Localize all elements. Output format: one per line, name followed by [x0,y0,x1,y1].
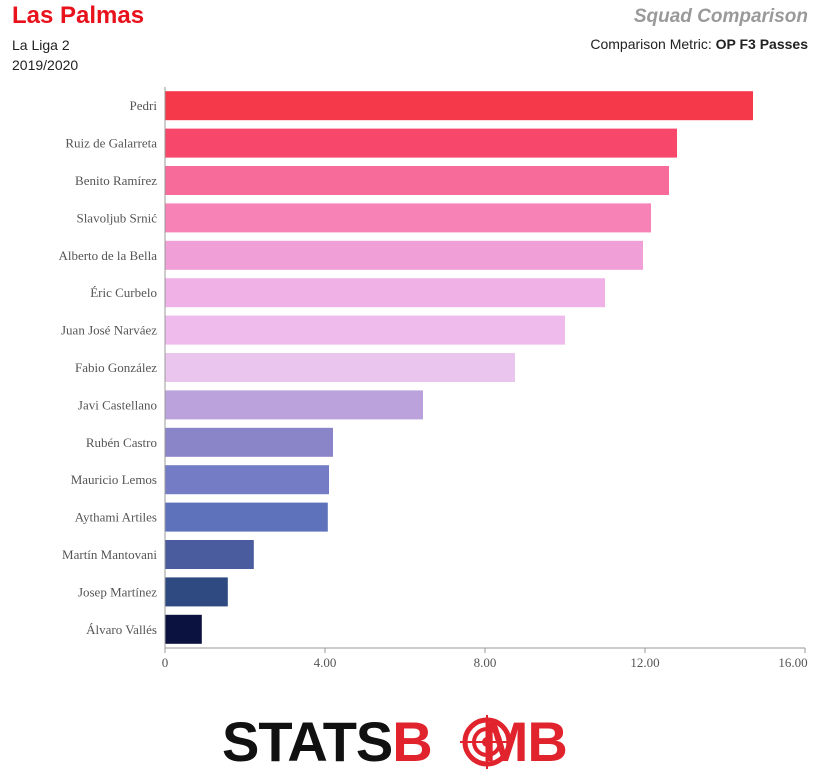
x-tick-label-1: 0 [162,655,169,670]
x-tick-label-3: 8.00 [474,655,497,670]
x-tick-label-5: 16.00 [778,655,807,670]
player-label-10: Rubén Castro [86,435,157,450]
player-label-14: Josep Martínez [78,584,157,599]
bar-7 [165,315,565,345]
logo-text-stats: STATS [222,710,392,773]
bar-4 [165,203,651,233]
bar-13 [165,540,254,569]
bar-3 [165,166,669,195]
bar-2 [165,128,677,158]
bar-1 [165,91,753,121]
league-label: La Liga 2 [12,37,70,53]
logo-text-b: B [392,710,431,773]
x-tick-label-2: 4.00 [314,655,337,670]
bar-5 [165,240,643,270]
metric-prefix: Comparison Metric: [590,36,716,52]
bar-8 [165,353,515,382]
player-label-7: Juan José Narváez [61,323,157,338]
season-label: 2019/2020 [12,57,79,73]
statsbomb-logo: STATSB MB [222,710,568,773]
player-label-12: Aythami Artiles [75,510,157,525]
bar-12 [165,502,328,532]
bar-11 [165,465,329,495]
bar-9 [165,390,423,420]
player-label-13: Martín Mantovani [62,547,157,562]
player-label-9: Javi Castellano [78,397,157,412]
player-label-6: Éric Curbelo [90,285,157,300]
player-label-4: Slavoljub Srnić [76,210,157,225]
bar-6 [165,278,605,308]
x-tick-label-4: 12.00 [630,655,659,670]
player-label-1: Pedri [130,98,158,113]
bars-group [165,91,753,644]
metric-value: OP F3 Passes [715,36,808,52]
team-title: Las Palmas [12,2,145,29]
section-title: Squad Comparison [633,6,808,27]
player-label-2: Ruiz de Galarreta [65,136,157,151]
logo-target-icon [460,715,514,769]
player-label-15: Álvaro Vallés [86,622,157,637]
player-label-8: Fabio González [75,360,157,375]
comparison-metric: Comparison Metric: OP F3 Passes [590,36,808,52]
bar-14 [165,577,228,607]
bar-15 [165,614,202,644]
bar-10 [165,427,333,457]
player-label-5: Alberto de la Bella [58,248,157,263]
bar-chart: Pedri Ruiz de Galarreta Benito Ramírez Slav… [58,87,808,670]
player-label-11: Mauricio Lemos [71,472,157,487]
player-label-3: Benito Ramírez [75,173,157,188]
x-ticks-group: 0 4.00 8.00 12.00 16.00 [162,648,808,670]
player-labels-group: Pedri Ruiz de Galarreta Benito Ramírez Slav… [58,98,157,637]
